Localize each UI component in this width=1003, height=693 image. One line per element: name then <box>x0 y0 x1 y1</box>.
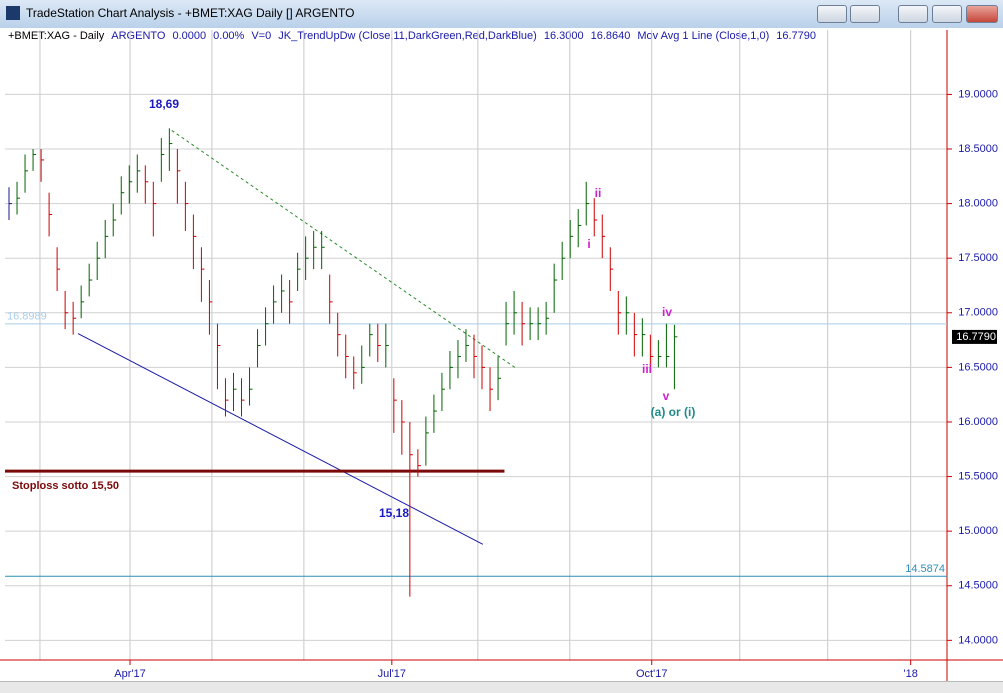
x-tick-label: Jul'17 <box>378 668 406 680</box>
x-tick-label: Oct'17 <box>636 668 667 680</box>
info-text: 0.0000 <box>172 30 206 42</box>
info-text: 16.7790 <box>776 30 816 42</box>
close-button[interactable] <box>966 5 998 23</box>
link-button[interactable] <box>850 5 880 23</box>
y-tick-label: 18.0000 <box>958 198 998 210</box>
info-text: Mov Avg 1 Line (Close,1,0) <box>637 30 769 42</box>
y-tick-label: 16.5000 <box>958 361 998 373</box>
annotation: v <box>663 389 670 403</box>
info-text: ARGENTO <box>111 30 166 42</box>
y-tick-label: 17.5000 <box>958 252 998 264</box>
last-price-box <box>952 329 997 344</box>
info-text: 16.3000 <box>544 30 584 42</box>
last-price-label: 16.7790 <box>956 331 996 343</box>
y-tick-label: 19.0000 <box>958 88 998 100</box>
y-tick-label: 14.0000 <box>958 634 998 646</box>
info-text: V=0 <box>251 30 271 42</box>
y-tick-label: 16.0000 <box>958 416 998 428</box>
info-line: +BMET:XAG - Daily ARGENTO 0.0000 0.00% V=0 JK… <box>8 30 816 42</box>
trendline <box>77 333 484 545</box>
y-tick-label: 18.5000 <box>958 143 998 155</box>
annotation: ii <box>595 186 602 200</box>
horizontal-line-label: 16.8989 <box>7 311 47 323</box>
trendline <box>171 130 516 368</box>
maximize-button[interactable] <box>932 5 962 23</box>
annotation: Stoploss sotto 15,50 <box>12 480 119 492</box>
x-tick-label: '18 <box>904 668 918 680</box>
info-text: 16.8640 <box>591 30 631 42</box>
app-icon <box>6 6 20 20</box>
annotation: iv <box>662 305 672 319</box>
info-text: 0.00% <box>213 30 244 42</box>
y-tick-label: 15.5000 <box>958 470 998 482</box>
annotation: i <box>587 237 590 251</box>
scrollbar[interactable] <box>0 681 1003 693</box>
x-tick-label: Apr'17 <box>114 668 145 680</box>
annotation: iii <box>642 362 652 376</box>
info-text: +BMET:XAG - Daily <box>8 30 105 42</box>
annotation: 15,18 <box>379 506 409 520</box>
horizontal-line-label: 14.5874 <box>905 563 945 575</box>
symbol-button[interactable] <box>817 5 847 23</box>
chart: +BMET:XAG - Daily ARGENTO 0.0000 0.00% V=0 JK… <box>0 30 1003 681</box>
y-tick-label: 15.0000 <box>958 525 998 537</box>
title-bar: TradeStation Chart Analysis - +BMET:XAG … <box>0 0 1003 28</box>
info-text: JK_TrendUpDw (Close,11,DarkGreen,Red,Dar… <box>278 30 537 42</box>
y-tick-label: 14.5000 <box>958 580 998 592</box>
annotation: 18,69 <box>149 97 179 111</box>
minimize-button[interactable] <box>898 5 928 23</box>
window-title: TradeStation Chart Analysis - +BMET:XAG … <box>26 6 355 20</box>
annotation: (a) or (i) <box>651 405 696 419</box>
y-tick-label: 17.0000 <box>958 307 998 319</box>
